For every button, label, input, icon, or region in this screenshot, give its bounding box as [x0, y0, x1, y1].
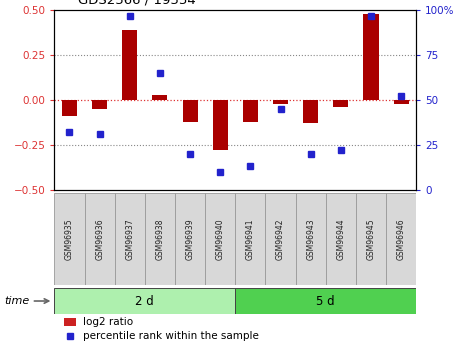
Text: GSM96935: GSM96935 — [65, 218, 74, 260]
Bar — [235, 288, 416, 314]
Text: percentile rank within the sample: percentile rank within the sample — [83, 331, 259, 341]
Text: GSM96943: GSM96943 — [306, 218, 315, 260]
Bar — [356, 193, 386, 285]
Text: GDS2566 / 19554: GDS2566 / 19554 — [78, 0, 196, 7]
Text: GSM96942: GSM96942 — [276, 218, 285, 260]
Bar — [363, 14, 378, 100]
Bar — [243, 100, 258, 121]
Bar — [183, 100, 198, 121]
Bar — [394, 100, 409, 104]
Text: GSM96936: GSM96936 — [95, 218, 104, 260]
Bar — [64, 318, 76, 326]
Bar — [386, 193, 416, 285]
Bar — [235, 193, 265, 285]
Text: GSM96946: GSM96946 — [397, 218, 406, 260]
Bar — [205, 193, 235, 285]
Bar — [145, 193, 175, 285]
Text: GSM96945: GSM96945 — [367, 218, 376, 260]
Bar — [54, 193, 85, 285]
Bar — [213, 100, 228, 150]
Bar — [152, 95, 167, 100]
Text: GSM96938: GSM96938 — [156, 218, 165, 260]
Bar — [85, 193, 114, 285]
Bar — [62, 100, 77, 116]
Text: GSM96940: GSM96940 — [216, 218, 225, 260]
Bar — [333, 100, 349, 107]
Bar — [54, 288, 235, 314]
Bar — [265, 193, 296, 285]
Bar — [122, 30, 137, 100]
Text: GSM96937: GSM96937 — [125, 218, 134, 260]
Text: 5 d: 5 d — [316, 295, 335, 307]
Bar — [296, 193, 326, 285]
Bar — [303, 100, 318, 124]
Text: GSM96939: GSM96939 — [185, 218, 194, 260]
Text: 2 d: 2 d — [135, 295, 154, 307]
Text: log2 ratio: log2 ratio — [83, 317, 133, 327]
Text: GSM96941: GSM96941 — [246, 218, 255, 260]
Bar — [92, 100, 107, 109]
Text: time: time — [5, 296, 30, 306]
Bar — [326, 193, 356, 285]
Bar — [175, 193, 205, 285]
Text: GSM96944: GSM96944 — [336, 218, 345, 260]
Bar — [273, 100, 288, 104]
Bar — [114, 193, 145, 285]
